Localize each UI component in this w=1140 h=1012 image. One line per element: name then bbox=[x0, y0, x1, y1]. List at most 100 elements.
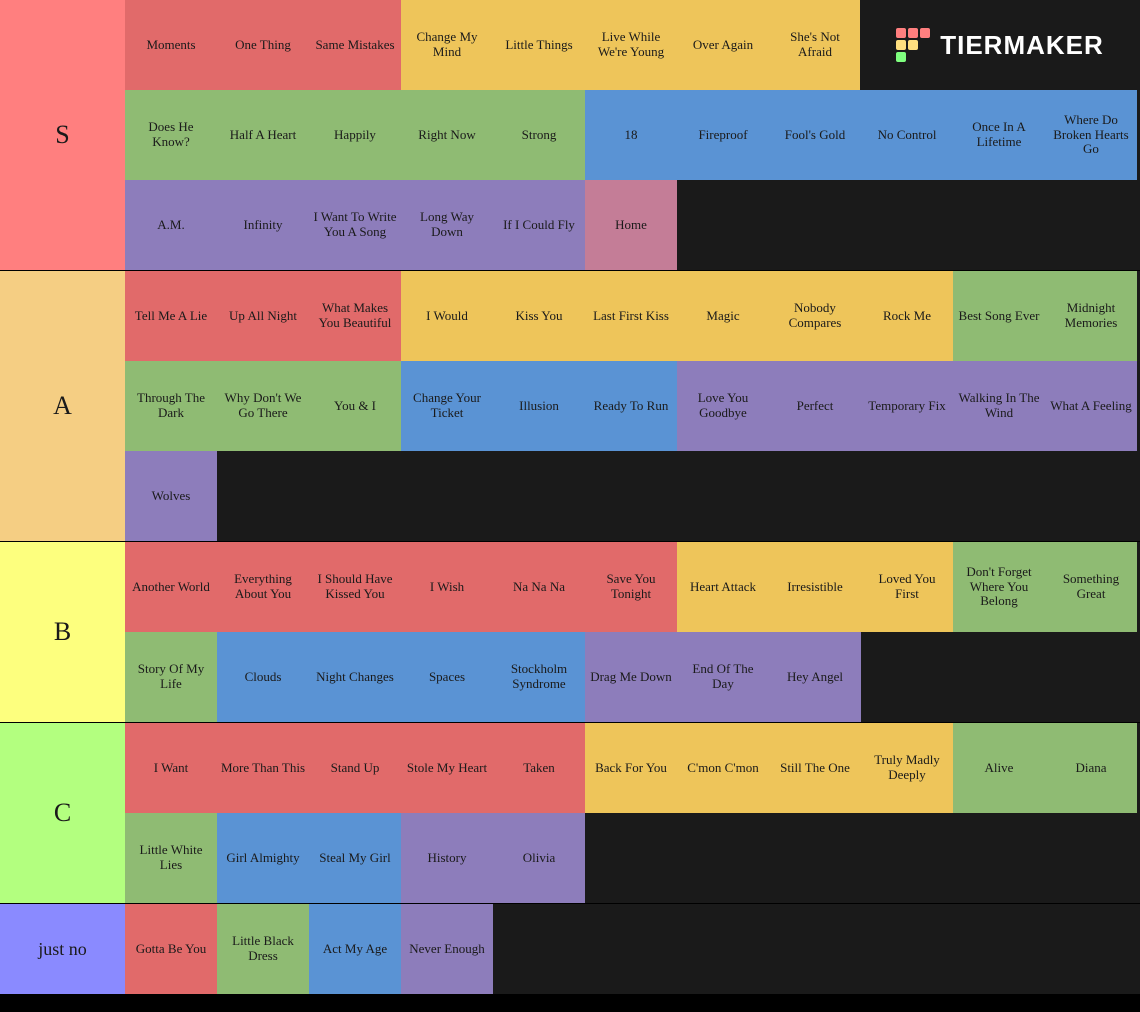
tier-item[interactable]: Temporary Fix bbox=[861, 361, 953, 451]
tier-items[interactable]: I WantMore Than ThisStand UpStole My Hea… bbox=[125, 723, 1140, 903]
tier-item[interactable]: Nobody Compares bbox=[769, 271, 861, 361]
tier-item[interactable]: Spaces bbox=[401, 632, 493, 722]
tier-item[interactable]: Long Way Down bbox=[401, 180, 493, 270]
tier-item[interactable]: Little Things bbox=[493, 0, 585, 90]
tier-item[interactable]: Girl Almighty bbox=[217, 813, 309, 903]
tierlist: SMomentsOne ThingSame MistakesChange My … bbox=[0, 0, 1140, 994]
tier-item[interactable]: Taken bbox=[493, 723, 585, 813]
tier-item[interactable]: Walking In The Wind bbox=[953, 361, 1045, 451]
tier-item[interactable]: Right Now bbox=[401, 90, 493, 180]
tier-item[interactable]: Over Again bbox=[677, 0, 769, 90]
tier-item[interactable]: Fool's Gold bbox=[769, 90, 861, 180]
tier-item[interactable]: I Would bbox=[401, 271, 493, 361]
tier-item[interactable]: Story Of My Life bbox=[125, 632, 217, 722]
tier-item[interactable]: Wolves bbox=[125, 451, 217, 541]
tier-item[interactable]: I Should Have Kissed You bbox=[309, 542, 401, 632]
tier-item[interactable]: Love You Goodbye bbox=[677, 361, 769, 451]
tier-label[interactable]: B bbox=[0, 542, 125, 722]
tier-item[interactable]: Perfect bbox=[769, 361, 861, 451]
tier-item[interactable]: Ready To Run bbox=[585, 361, 677, 451]
tier-item[interactable]: Up All Night bbox=[217, 271, 309, 361]
tier-label[interactable]: A bbox=[0, 271, 125, 541]
tier-item[interactable]: Same Mistakes bbox=[309, 0, 401, 90]
tier-items[interactable]: MomentsOne ThingSame MistakesChange My M… bbox=[125, 0, 1140, 270]
tier-item[interactable]: If I Could Fly bbox=[493, 180, 585, 270]
tier-item[interactable]: Diana bbox=[1045, 723, 1137, 813]
tier-item[interactable]: Little White Lies bbox=[125, 813, 217, 903]
tier-item[interactable]: Does He Know? bbox=[125, 90, 217, 180]
tier-item[interactable]: One Thing bbox=[217, 0, 309, 90]
tier-item[interactable]: Fireproof bbox=[677, 90, 769, 180]
tier-item[interactable]: No Control bbox=[861, 90, 953, 180]
tier-item[interactable]: Through The Dark bbox=[125, 361, 217, 451]
tier-item[interactable]: Drag Me Down bbox=[585, 632, 677, 722]
tier-item[interactable]: Why Don't We Go There bbox=[217, 361, 309, 451]
tier-item[interactable]: Stole My Heart bbox=[401, 723, 493, 813]
tier-item[interactable]: Something Great bbox=[1045, 542, 1137, 632]
tier-item[interactable]: Truly Madly Deeply bbox=[861, 723, 953, 813]
tier-item[interactable]: Clouds bbox=[217, 632, 309, 722]
tier-item[interactable]: Olivia bbox=[493, 813, 585, 903]
tier-item[interactable]: Midnight Memories bbox=[1045, 271, 1137, 361]
tier-item[interactable]: Act My Age bbox=[309, 904, 401, 994]
tier-item[interactable]: Irresistible bbox=[769, 542, 861, 632]
tier-item[interactable]: Save You Tonight bbox=[585, 542, 677, 632]
tier-item[interactable]: Never Enough bbox=[401, 904, 493, 994]
tier-item[interactable]: Don't Forget Where You Belong bbox=[953, 542, 1045, 632]
tier-item[interactable]: Hey Angel bbox=[769, 632, 861, 722]
tier-item[interactable]: Infinity bbox=[217, 180, 309, 270]
tier-item[interactable]: Alive bbox=[953, 723, 1045, 813]
tier-item[interactable]: Another World bbox=[125, 542, 217, 632]
tier-item[interactable]: End Of The Day bbox=[677, 632, 769, 722]
tier-item[interactable]: Last First Kiss bbox=[585, 271, 677, 361]
tier-item[interactable]: Back For You bbox=[585, 723, 677, 813]
tier-item[interactable]: 18 bbox=[585, 90, 677, 180]
tier-item[interactable]: I Want bbox=[125, 723, 217, 813]
tier-item[interactable]: Tell Me A Lie bbox=[125, 271, 217, 361]
tier-item[interactable]: Home bbox=[585, 180, 677, 270]
tier-item[interactable]: Happily bbox=[309, 90, 401, 180]
tier-item[interactable]: Magic bbox=[677, 271, 769, 361]
tier-item[interactable]: Na Na Na bbox=[493, 542, 585, 632]
tier-items[interactable]: Gotta Be YouLittle Black DressAct My Age… bbox=[125, 904, 1140, 994]
tier-item[interactable]: Everything About You bbox=[217, 542, 309, 632]
tier-label[interactable]: just no bbox=[0, 904, 125, 994]
tier-row: CI WantMore Than ThisStand UpStole My He… bbox=[0, 722, 1140, 903]
tier-item[interactable]: Once In A Lifetime bbox=[953, 90, 1045, 180]
tier-item[interactable]: What Makes You Beautiful bbox=[309, 271, 401, 361]
tier-item[interactable]: Loved You First bbox=[861, 542, 953, 632]
tier-item[interactable]: Change My Mind bbox=[401, 0, 493, 90]
tier-item[interactable]: Little Black Dress bbox=[217, 904, 309, 994]
tier-item[interactable]: She's Not Afraid bbox=[769, 0, 861, 90]
tier-item[interactable]: History bbox=[401, 813, 493, 903]
tier-label[interactable]: C bbox=[0, 723, 125, 903]
tier-item[interactable]: Heart Attack bbox=[677, 542, 769, 632]
tier-item[interactable]: What A Feeling bbox=[1045, 361, 1137, 451]
tier-item[interactable]: C'mon C'mon bbox=[677, 723, 769, 813]
tier-item[interactable]: Illusion bbox=[493, 361, 585, 451]
tier-item[interactable]: Best Song Ever bbox=[953, 271, 1045, 361]
tier-item[interactable]: Moments bbox=[125, 0, 217, 90]
tier-items[interactable]: Another WorldEverything About YouI Shoul… bbox=[125, 542, 1140, 722]
tier-item[interactable]: I Wish bbox=[401, 542, 493, 632]
tier-item[interactable]: Change Your Ticket bbox=[401, 361, 493, 451]
tier-item[interactable]: Night Changes bbox=[309, 632, 401, 722]
tier-item[interactable]: I Want To Write You A Song bbox=[309, 180, 401, 270]
tier-item[interactable]: Stockholm Syndrome bbox=[493, 632, 585, 722]
tier-item[interactable]: More Than This bbox=[217, 723, 309, 813]
tier-items[interactable]: Tell Me A LieUp All NightWhat Makes You … bbox=[125, 271, 1140, 541]
tier-item[interactable]: Live While We're Young bbox=[585, 0, 677, 90]
tier-item[interactable]: Strong bbox=[493, 90, 585, 180]
tier-item[interactable]: Rock Me bbox=[861, 271, 953, 361]
tier-item[interactable]: Gotta Be You bbox=[125, 904, 217, 994]
tier-label[interactable]: S bbox=[0, 0, 125, 270]
tier-item[interactable]: You & I bbox=[309, 361, 401, 451]
tier-item[interactable]: Still The One bbox=[769, 723, 861, 813]
tier-item[interactable]: Stand Up bbox=[309, 723, 401, 813]
tiermaker-logo-icon bbox=[896, 28, 930, 62]
tier-item[interactable]: Where Do Broken Hearts Go bbox=[1045, 90, 1137, 180]
tier-item[interactable]: Kiss You bbox=[493, 271, 585, 361]
tier-item[interactable]: Half A Heart bbox=[217, 90, 309, 180]
tier-item[interactable]: A.M. bbox=[125, 180, 217, 270]
tier-item[interactable]: Steal My Girl bbox=[309, 813, 401, 903]
